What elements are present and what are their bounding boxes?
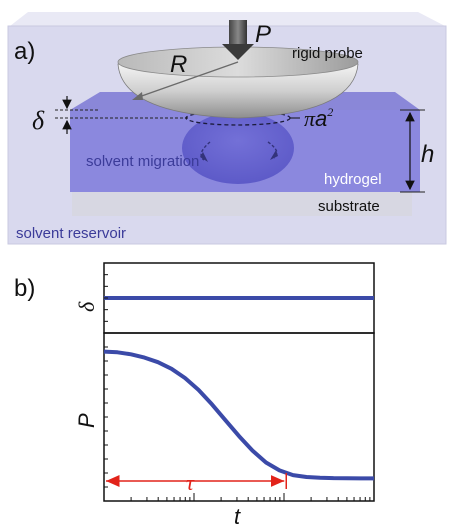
migration-arrow-right (267, 141, 278, 159)
substrate-layer (72, 192, 412, 216)
rigid-probe (117, 63, 359, 119)
force-label: P (255, 21, 271, 48)
panel-b: b) δ P t τ (14, 262, 375, 527)
radius-arrowhead (132, 92, 143, 100)
force-plot-area (103, 346, 375, 501)
tau-annotation (106, 473, 287, 489)
tau-label: τ (186, 470, 195, 495)
delta-label: δ (32, 106, 45, 135)
force-axis-label: P (74, 413, 99, 428)
panel-a-label: a) (14, 38, 35, 65)
substrate-label: substrate (318, 198, 380, 215)
delta-plot-area (104, 274, 374, 322)
diffusion-zone (182, 112, 294, 184)
migration-arrow-left-head (200, 152, 208, 162)
time-axis-label: t (234, 504, 241, 527)
migration-arrow-right-head (270, 150, 278, 160)
radius-line (135, 61, 239, 99)
reservoir-label: solvent reservoir (16, 225, 126, 242)
contact-area-label: πa2 (304, 105, 333, 131)
reservoir-top-face (10, 12, 445, 26)
force-arrow-head (222, 44, 254, 60)
contact-exponent: 2 (327, 105, 333, 119)
probe-label: rigid probe (292, 45, 363, 62)
force-arrow-shaft (229, 20, 247, 44)
force-series-line (103, 349, 374, 481)
panel-a: a) P R rigid probe δ πa2 solvent migrati… (7, 12, 447, 245)
migration-label: solvent migration (86, 153, 199, 170)
panel-b-label: b) (14, 275, 35, 302)
contact-a: a (315, 106, 327, 131)
hydrogel-label: hydrogel (324, 171, 382, 188)
delta-axis-label: δ (74, 301, 99, 312)
radius-label: R (170, 51, 187, 78)
migration-arrow-left (200, 141, 211, 161)
contact-pi: π (304, 106, 316, 131)
h-label: h (421, 141, 434, 168)
